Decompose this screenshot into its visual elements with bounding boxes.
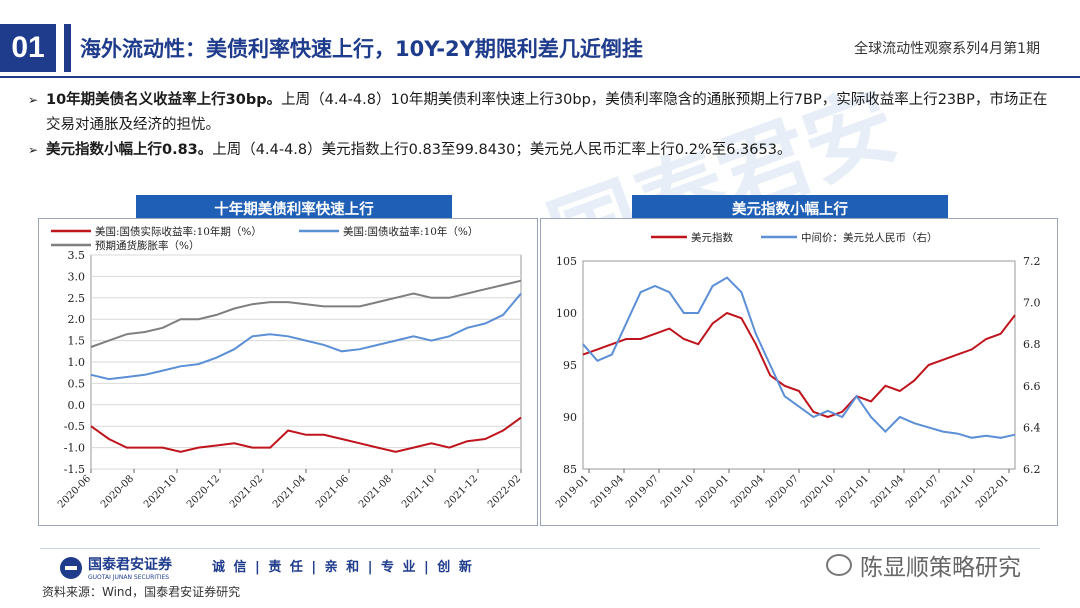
chart1-y-tick-label: 0.5 bbox=[68, 377, 86, 390]
chart2-y-right-tick-label: 6.6 bbox=[1023, 380, 1041, 393]
chart2-x-tick-label: 2021-10 bbox=[939, 473, 976, 510]
chart1-y-tick-label: 1.0 bbox=[68, 356, 86, 369]
chart2-series-line bbox=[582, 311, 1016, 419]
wechat-account-name: 陈显顺策略研究 bbox=[860, 555, 1021, 581]
chart1-y-tick-label: -0.5 bbox=[64, 420, 85, 433]
logo-name-cn: 国泰君安证券 bbox=[88, 557, 172, 573]
chart1-y-tick-label: 0.0 bbox=[68, 399, 86, 412]
title-accent-bar bbox=[64, 24, 71, 72]
chart1-y-tick-label: 2.0 bbox=[68, 313, 86, 326]
chart2-y-right-tick-label: 6.2 bbox=[1023, 463, 1041, 476]
chart1-series-line bbox=[90, 416, 522, 453]
chart1-x-tick-label: 2021-12 bbox=[443, 473, 480, 510]
chart2-title: 美元指数小幅上行 bbox=[632, 195, 948, 221]
chart1-x-tick-label: 2021-06 bbox=[314, 473, 351, 510]
chart1-title: 十年期美债利率快速上行 bbox=[136, 195, 452, 221]
chart2-plot-area bbox=[582, 260, 1016, 470]
chart1-y-tick-label: 3.5 bbox=[68, 249, 86, 262]
chart2-x-tick-label: 2022-01 bbox=[974, 473, 1011, 510]
data-source-note: 资料来源：Wind，国泰君安证券研究 bbox=[42, 585, 241, 599]
logo-name-en: GUOTAI JUNAN SECURITIES bbox=[88, 574, 170, 581]
chart2-x-tick-label: 2020-01 bbox=[694, 473, 731, 510]
chart1-x-tick-label: 2021-10 bbox=[400, 473, 437, 510]
chart2-box: 105 100 95 90 85 7.2 7.0 6.8 6.6 6.4 6.2 2019-01 201… bbox=[540, 218, 1058, 526]
chart1-y-tick-label: 3.0 bbox=[68, 270, 86, 283]
chart2-y-left-tick-label: 105 bbox=[556, 255, 577, 268]
chart1-legend-label: 美国:国债收益率:10年（%） bbox=[343, 225, 478, 238]
chart1-svg: 3.53.02.52.01.51.00.50.0-0.5-1.0-1.52020… bbox=[51, 225, 523, 511]
chart2-y-right-tick-label: 7.2 bbox=[1023, 255, 1041, 268]
bullet-item: ➢ 10年期美债名义收益率上行30bp。上周（4.4-4.8）10年期美债利率快… bbox=[28, 88, 1058, 138]
chart2-x-tick-label: 2020-07 bbox=[764, 473, 801, 510]
chart1-x-tick-label: 2020-08 bbox=[99, 473, 136, 510]
chart2-x-tick-label: 2019-01 bbox=[554, 473, 591, 510]
chart1-series-line bbox=[90, 279, 522, 348]
company-logo: 国泰君安证券 GUOTAI JUNAN SECURITIES bbox=[60, 554, 172, 581]
chart1-legend-label: 预期通货膨胀率（%） bbox=[95, 239, 199, 252]
chart1-x-tick-label: 2021-08 bbox=[357, 473, 394, 510]
chart2-x-tick-label: 2019-07 bbox=[624, 473, 661, 510]
company-slogan: 诚 信 | 责 任 | 亲 和 | 专 业 | 创 新 bbox=[212, 560, 474, 575]
header-divider bbox=[0, 76, 1080, 78]
chart1-y-tick-label: 1.5 bbox=[68, 335, 86, 348]
bullet-item: ➢ 美元指数小幅上行0.83。上周（4.4-4.8）美元指数上行0.83至99.… bbox=[28, 138, 1058, 163]
chart2-x-tick-label: 2020-04 bbox=[729, 473, 766, 510]
chart1-x-tick-label: 2020-06 bbox=[56, 473, 93, 510]
chart2-y-left-tick-label: 90 bbox=[563, 411, 577, 424]
bullet-text: 上周（4.4-4.8）10年期美债利率快速上行30bp，美债利率隐含的通胀预期上… bbox=[46, 92, 1048, 133]
wechat-account: 陈显顺策略研究 bbox=[826, 548, 1021, 582]
chart1-y-tick-label: -1.0 bbox=[64, 442, 85, 455]
slide-title: 海外流动性：美债利率快速上行，10Y-2Y期限利差几近倒挂 bbox=[80, 37, 643, 61]
chart2-y-right-tick-label: 6.8 bbox=[1023, 338, 1041, 351]
chart1-x-tick-label: 2022-02 bbox=[486, 473, 523, 510]
chart2-y-left-tick-label: 85 bbox=[563, 463, 577, 476]
arrow-bullet-icon: ➢ bbox=[28, 93, 39, 107]
chart2-series-line bbox=[582, 276, 1016, 439]
chart1-x-tick-label: 2021-02 bbox=[228, 473, 265, 510]
wechat-icon bbox=[826, 554, 852, 576]
chart2-x-tick-label: 2021-01 bbox=[834, 473, 871, 510]
bullet-list: ➢ 10年期美债名义收益率上行30bp。上周（4.4-4.8）10年期美债利率快… bbox=[28, 88, 1058, 163]
slide-header: 01 海外流动性：美债利率快速上行，10Y-2Y期限利差几近倒挂 全球流动性观察… bbox=[0, 0, 1080, 80]
chart2-legend-label: 中间价：美元兑人民币（右） bbox=[801, 231, 938, 244]
chart2-x-tick-label: 2021-07 bbox=[904, 473, 941, 510]
chart1-y-tick-label: 2.5 bbox=[68, 292, 86, 305]
chart1-box: 3.5 3.0 2.5 2.0 1.5 1.0 0.5 0.0 -0.5 -1.0 -1.5 2020… bbox=[38, 218, 538, 526]
chart1-y-tick-label: -1.5 bbox=[64, 463, 85, 476]
footer-divider bbox=[40, 548, 1040, 549]
chart2-y-left-tick-label: 100 bbox=[556, 307, 577, 320]
chart2-legend-label: 美元指数 bbox=[691, 231, 733, 244]
chart1-x-tick-label: 2020-10 bbox=[142, 473, 179, 510]
arrow-bullet-icon: ➢ bbox=[28, 143, 39, 157]
chart2-x-tick-label: 2020-10 bbox=[799, 473, 836, 510]
chart2-y-right-tick-label: 6.4 bbox=[1023, 421, 1041, 434]
chart1-legend-label: 美国:国债实际收益率:10年期（%） bbox=[95, 225, 262, 238]
chart1-x-tick-label: 2020-12 bbox=[185, 473, 222, 510]
chart2-x-tick-label: 2019-10 bbox=[659, 473, 696, 510]
chart2-y-left-tick-label: 95 bbox=[563, 359, 577, 372]
chart2-y-right-tick-label: 7.0 bbox=[1023, 297, 1041, 310]
chart1-x-tick-label: 2021-04 bbox=[271, 473, 308, 510]
chart2-x-tick-label: 2019-04 bbox=[589, 473, 626, 510]
section-number: 01 bbox=[0, 24, 56, 72]
bullet-bold: 10年期美债名义收益率上行30bp。 bbox=[46, 92, 282, 108]
bullet-text: 上周（4.4-4.8）美元指数上行0.83至99.8430；美元兑人民币汇率上行… bbox=[212, 142, 792, 158]
bullet-bold: 美元指数小幅上行0.83。 bbox=[46, 142, 213, 158]
logo-icon bbox=[60, 556, 82, 579]
series-tag: 全球流动性观察系列4月第1期 bbox=[854, 41, 1040, 57]
chart2-x-tick-label: 2021-04 bbox=[869, 473, 906, 510]
chart2-svg: 1051009590857.27.06.86.66.46.22019-01201… bbox=[554, 231, 1041, 511]
chart1-series-line bbox=[90, 292, 522, 381]
